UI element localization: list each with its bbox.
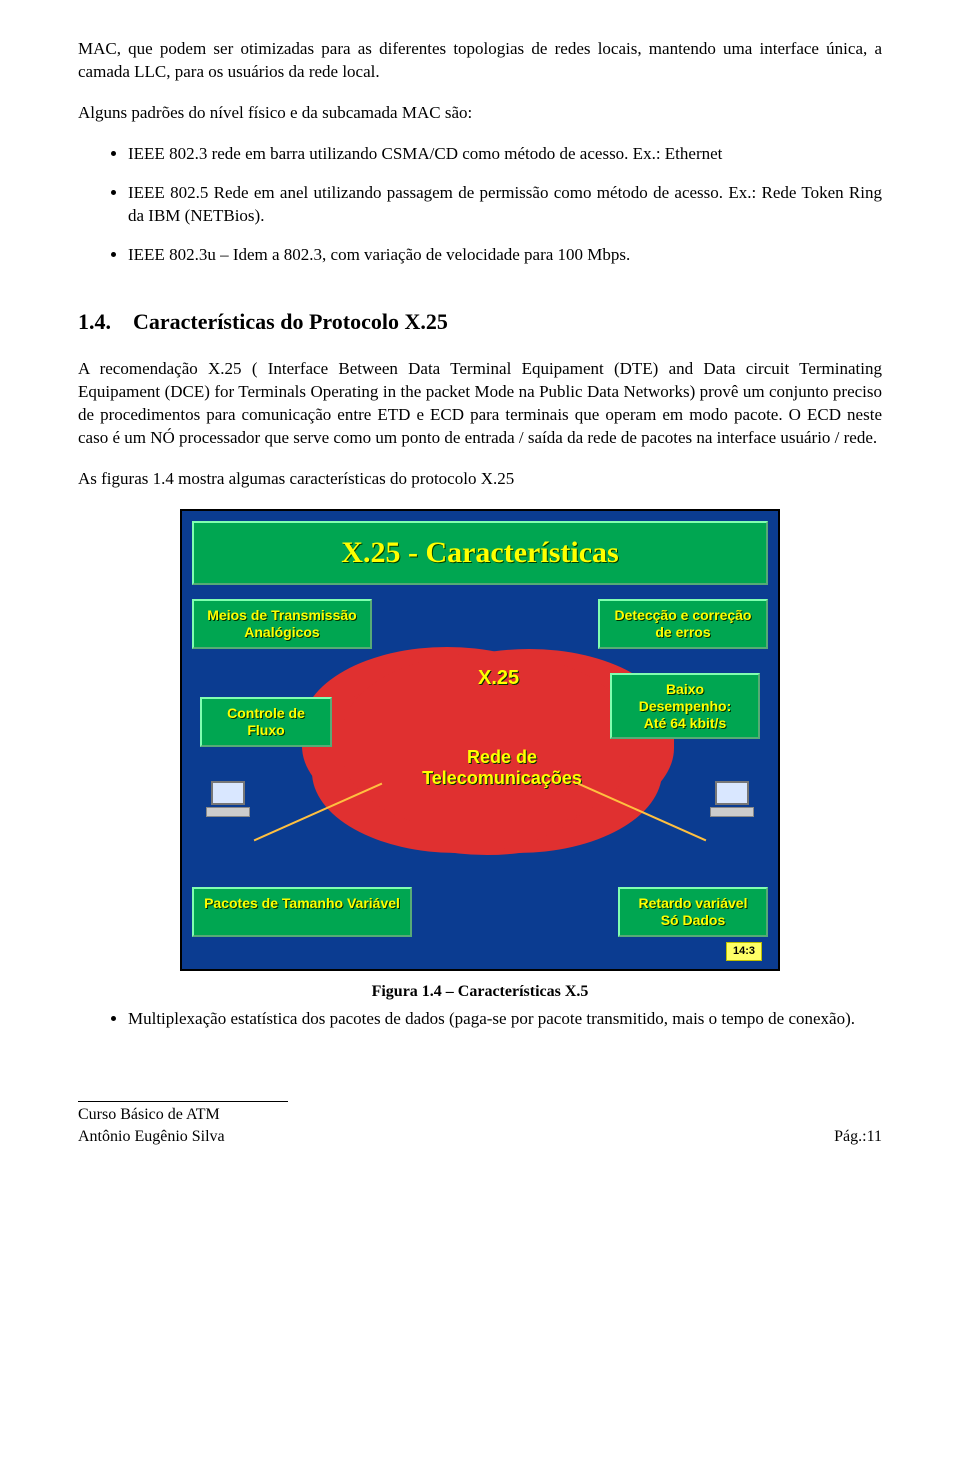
terminal-icon-left [206, 781, 250, 821]
page-footer: Curso Básico de ATM Antônio Eugênio Silv… [78, 1101, 882, 1147]
figure-title: X.25 - Características [192, 521, 768, 586]
section-heading: 1.4. Características do Protocolo X.25 [78, 307, 882, 337]
section-number: 1.4. [78, 309, 111, 334]
list-item: IEEE 802.3 rede em barra utilizando CSMA… [128, 143, 882, 166]
footer-left: Curso Básico de ATM Antônio Eugênio Silv… [78, 1104, 225, 1147]
slide-number-badge: 14:3 [726, 942, 762, 961]
rede-line-2: Telecomunicações [422, 768, 582, 788]
list-item: Multiplexação estatística dos pacotes de… [128, 1008, 882, 1031]
box-pacotes-variavel: Pacotes de Tamanho Variável [192, 887, 412, 937]
footer-course: Curso Básico de ATM [78, 1104, 225, 1126]
paragraph-intro-1: MAC, que podem ser otimizadas para as di… [78, 38, 882, 84]
rede-line-1: Rede de [467, 747, 537, 767]
terminal-icon-right [710, 781, 754, 821]
connection-line-left [254, 783, 383, 842]
cloud-label-rede: Rede de Telecomunicações [402, 747, 602, 788]
figure-slide: X.25 - Características Meios de Transmis… [180, 509, 780, 971]
baixo-line-2: Até 64 kbit/s [644, 715, 726, 731]
footer-author: Antônio Eugênio Silva [78, 1126, 225, 1148]
list-item: IEEE 802.5 Rede em anel utilizando passa… [128, 182, 882, 228]
box-meios-transmissao: Meios de Transmissão Analógicos [192, 599, 372, 649]
retardo-line-1: Retardo variável [639, 895, 748, 911]
paragraph-body-2: As figuras 1.4 mostra algumas caracterís… [78, 468, 882, 491]
bullet-list-1: IEEE 802.3 rede em barra utilizando CSMA… [128, 143, 882, 267]
section-title: Características do Protocolo X.25 [133, 309, 448, 334]
cloud-diagram-row: X.25 Rede de Telecomunicações Controle d… [192, 653, 768, 873]
footer-rule [78, 1101, 288, 1102]
footer-page-number: Pág.:11 [834, 1126, 882, 1148]
paragraph-body-1: A recomendação X.25 ( Interface Between … [78, 358, 882, 450]
figure-container: X.25 - Características Meios de Transmis… [78, 509, 882, 971]
paragraph-intro-2: Alguns padrões do nível físico e da subc… [78, 102, 882, 125]
box-deteccao-erros: Detecção e correção de erros [598, 599, 768, 649]
bullet-list-2: Multiplexação estatística dos pacotes de… [128, 1008, 882, 1031]
list-item: IEEE 802.3u – Idem a 802.3, com variação… [128, 244, 882, 267]
box-controle-fluxo: Controle de Fluxo [200, 697, 332, 747]
cloud-label-x25: X.25 [478, 665, 519, 692]
box-retardo-variavel: Retardo variável Só Dados [618, 887, 768, 937]
box-baixo-desempenho: Baixo Desempenho: Até 64 kbit/s [610, 673, 760, 739]
baixo-line-1: Baixo Desempenho: [639, 681, 732, 714]
figure-caption: Figura 1.4 – Características X.5 [78, 981, 882, 1003]
connection-line-right [578, 783, 707, 842]
retardo-line-2: Só Dados [661, 912, 726, 928]
